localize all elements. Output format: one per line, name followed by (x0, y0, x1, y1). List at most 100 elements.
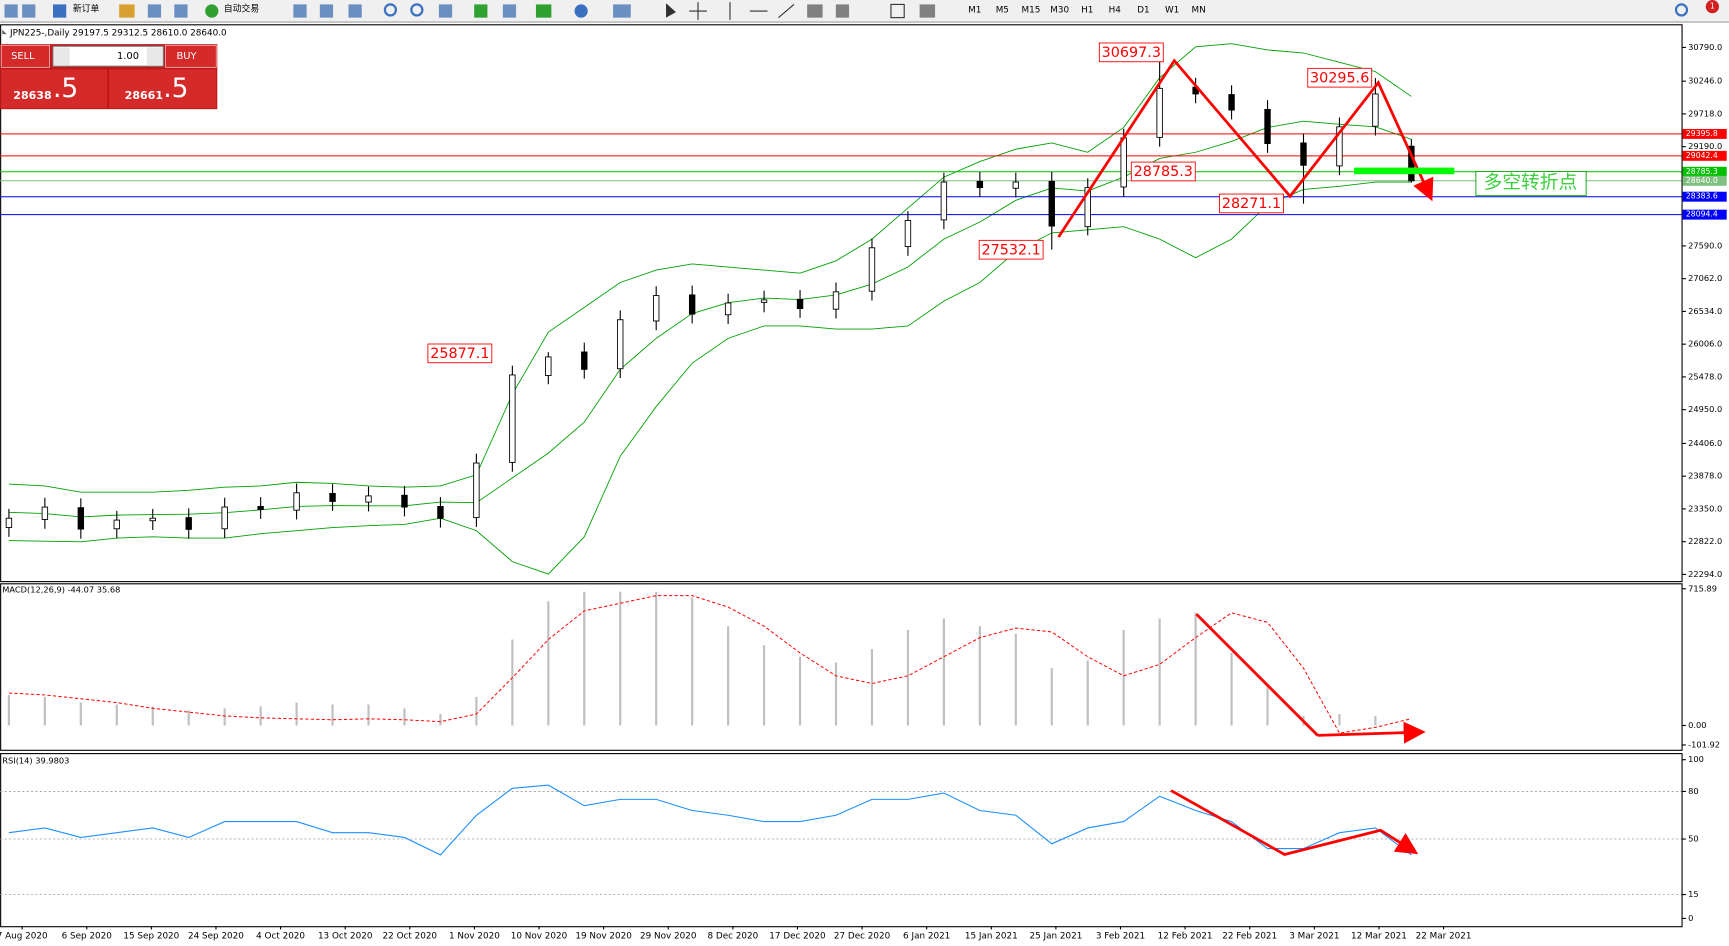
candle-body (688, 294, 696, 315)
level-label-bg (1682, 150, 1727, 161)
icon-button[interactable] (4, 4, 18, 18)
macd-arrow (1195, 613, 1319, 737)
fibo-tool[interactable] (835, 4, 850, 18)
y-tick-label: 22294.0 (1688, 569, 1722, 579)
callout-label: 28785.3 (1134, 164, 1193, 180)
timeframe-button[interactable]: D1 (1137, 5, 1149, 15)
timeframe-button[interactable]: M5 (996, 5, 1009, 15)
icon-button[interactable] (147, 4, 162, 18)
candle-body (77, 507, 85, 530)
x-tick-label: 4 Oct 2020 (256, 932, 305, 942)
trendline-tool[interactable] (778, 3, 795, 19)
x-tick-label: 3 Mar 2021 (1289, 932, 1339, 942)
candle-body (1300, 142, 1307, 166)
callout-box (978, 239, 1044, 260)
y-tick-label: 27062.0 (1688, 273, 1722, 283)
zoom-in[interactable] (383, 3, 398, 17)
bid-box[interactable] (1, 69, 108, 109)
timeframe-button[interactable]: H4 (1109, 5, 1122, 15)
sell-button[interactable] (0, 44, 50, 68)
label-tool[interactable] (890, 3, 905, 19)
bollinger-band (8, 181, 1412, 575)
y-tick-label: 0.00 (1688, 720, 1706, 730)
level-label: 28640.0 (1686, 176, 1718, 185)
x-tick-label: 7 Aug 2020 (0, 932, 48, 942)
x-tick-label: 10 Nov 2020 (511, 932, 568, 942)
buy-button[interactable] (165, 44, 217, 68)
candle-body (1372, 93, 1379, 127)
candle-body (293, 492, 300, 511)
callout-box (1130, 161, 1196, 182)
icon-button[interactable] (319, 4, 334, 18)
icon-button[interactable] (438, 4, 453, 18)
crosshair-tool[interactable] (689, 2, 707, 20)
lot-down[interactable] (54, 47, 70, 66)
callout-label: 30697.3 (1102, 45, 1161, 61)
timeframe-button[interactable]: MN (1191, 5, 1205, 15)
level-label-bg (1682, 209, 1727, 220)
y-tick-label: -101.92 (1688, 739, 1720, 749)
y-tick-label: 25478.0 (1688, 371, 1722, 381)
candle-body (401, 494, 408, 508)
level-label: 28785.3 (1686, 167, 1718, 176)
indicators[interactable] (535, 4, 552, 18)
candle-body (221, 506, 228, 530)
icon-button[interactable] (22, 4, 36, 18)
timeframe-button[interactable]: W1 (1165, 5, 1179, 15)
channel-tool[interactable] (807, 4, 823, 18)
indicator-title: RSI(14) 39.9803 (2, 755, 69, 765)
callout-label: 30295.6 (1310, 70, 1369, 86)
y-tick-label: 27590.0 (1688, 240, 1722, 250)
notification-badge[interactable] (1705, 0, 1719, 14)
callout-box (1098, 42, 1164, 63)
level-label-bg (1682, 191, 1727, 202)
y-tick-label: 30246.0 (1688, 76, 1722, 86)
bollinger-band (8, 43, 1412, 493)
timeframe-button[interactable]: M30 (1050, 5, 1069, 15)
cursor-tool[interactable] (666, 3, 676, 18)
ask-box[interactable] (109, 69, 217, 109)
periods[interactable] (574, 4, 588, 18)
arrows-tool[interactable] (919, 4, 936, 18)
x-tick-label: 22 Oct 2020 (383, 932, 438, 942)
icon-button[interactable] (119, 4, 135, 18)
lot-input[interactable] (52, 45, 164, 67)
icon-button[interactable] (348, 4, 362, 18)
zoom-out[interactable] (410, 3, 424, 17)
x-tick-label: 12 Mar 2021 (1351, 932, 1407, 942)
new-order-icon[interactable] (53, 4, 67, 18)
timeframe-button[interactable]: H1 (1081, 5, 1093, 15)
icon-button[interactable] (474, 4, 488, 18)
auto-trading-button[interactable]: 自动交易 (224, 2, 259, 14)
candle-body (724, 302, 732, 316)
turning-point-label: 多空转折点 (1484, 173, 1578, 194)
timeframe-button[interactable]: M15 (1022, 5, 1041, 15)
y-tick-label: 26534.0 (1688, 306, 1722, 316)
icon-button[interactable] (502, 4, 517, 18)
indicator-title: MACD(12,26,9) -44.07 35.68 (2, 584, 120, 594)
x-tick-label: 15 Jan 2021 (965, 932, 1018, 942)
icon-button[interactable] (293, 4, 307, 18)
y-tick-label: 23350.0 (1688, 503, 1722, 513)
macd-panel (0, 583, 1683, 751)
pattern-arrow (1057, 58, 1434, 238)
candle-body (1012, 181, 1020, 189)
candle-body (113, 519, 120, 530)
search[interactable] (1674, 3, 1689, 17)
x-tick-label: 3 Feb 2021 (1096, 932, 1145, 942)
chart-layer: 7 Aug 2020 6 Sep 2020 15 Sep 2020 24 Sep 20… (0, 29, 1727, 942)
timeframe-button[interactable]: M1 (968, 5, 981, 15)
ask-price: 28661 (125, 89, 163, 102)
turning-point-bar (1354, 167, 1455, 175)
x-tick-label: 29 Nov 2020 (640, 932, 697, 942)
auto-trading-icon[interactable] (205, 4, 219, 18)
level-label: 29395.8 (1686, 129, 1718, 138)
y-tick-label: 29718.0 (1688, 108, 1722, 118)
level-label: 29042.4 (1686, 151, 1718, 160)
templates[interactable] (613, 4, 631, 18)
new-order-button[interactable]: 新订单 (73, 2, 100, 14)
callout-box (427, 343, 493, 364)
icon-button[interactable] (174, 4, 188, 18)
lot-up[interactable] (146, 47, 163, 66)
